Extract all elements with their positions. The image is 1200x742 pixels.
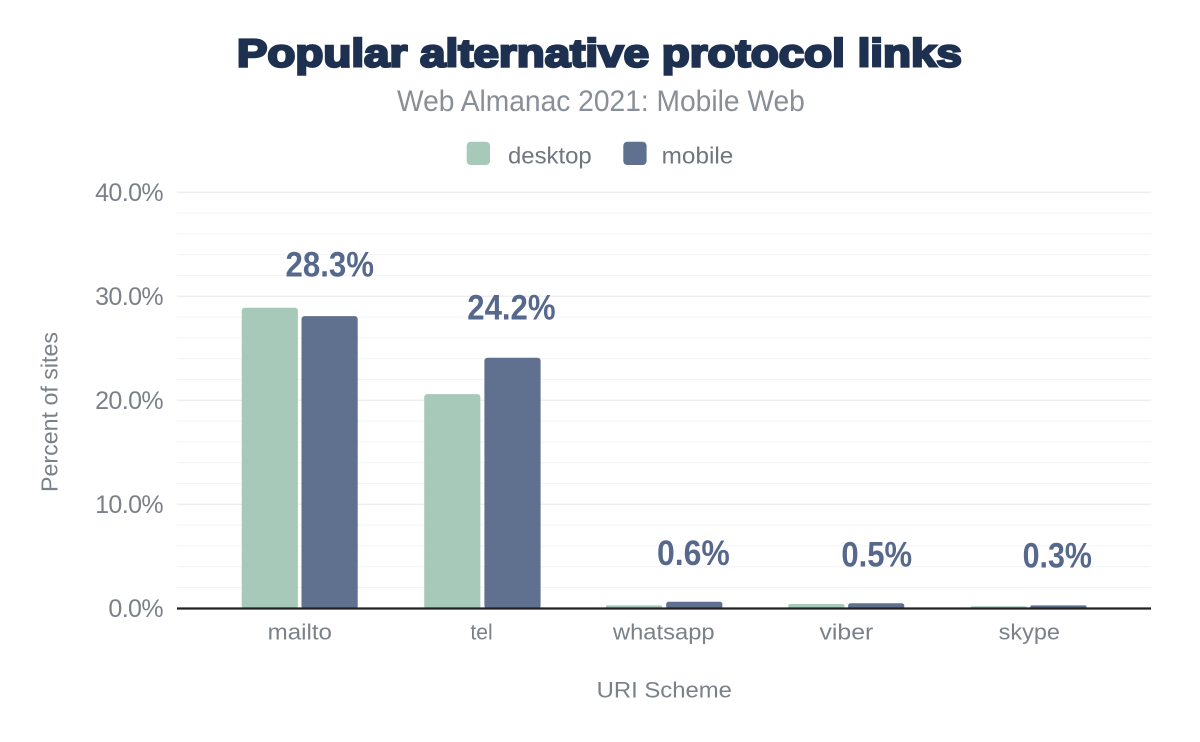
svg-text:skype: skype: [999, 620, 1060, 645]
svg-text:Percent of sites: Percent of sites: [37, 332, 63, 492]
svg-text:viber: viber: [820, 620, 874, 645]
svg-text:mobile: mobile: [662, 142, 734, 168]
svg-text:whatsapp: whatsapp: [612, 620, 715, 645]
svg-text:Web Almanac 2021: Mobile Web: Web Almanac 2021: Mobile Web: [397, 85, 805, 118]
svg-text:30.0%: 30.0%: [95, 283, 163, 311]
svg-text:0.6%: 0.6%: [657, 534, 730, 573]
svg-text:24.2%: 24.2%: [467, 288, 555, 327]
svg-text:mailto: mailto: [268, 620, 332, 645]
svg-text:28.3%: 28.3%: [286, 246, 375, 285]
svg-text:0.5%: 0.5%: [841, 536, 912, 575]
svg-text:tel: tel: [470, 620, 492, 645]
svg-text:20.0%: 20.0%: [95, 387, 163, 415]
svg-text:Popular alternative protocol l: Popular alternative protocol links: [237, 33, 962, 76]
svg-text:10.0%: 10.0%: [95, 491, 163, 519]
svg-text:0.3%: 0.3%: [1023, 537, 1092, 576]
svg-text:URI Scheme: URI Scheme: [597, 677, 732, 702]
svg-text:desktop: desktop: [508, 142, 592, 168]
svg-text:40.0%: 40.0%: [95, 179, 163, 207]
svg-text:0.0%: 0.0%: [108, 595, 163, 623]
